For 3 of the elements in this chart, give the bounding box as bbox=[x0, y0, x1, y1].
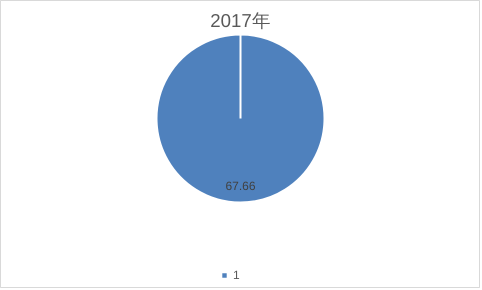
chart-title: 2017年 bbox=[210, 10, 271, 31]
data-label: 67.66 bbox=[225, 179, 256, 194]
legend-label: 1 bbox=[233, 268, 241, 282]
